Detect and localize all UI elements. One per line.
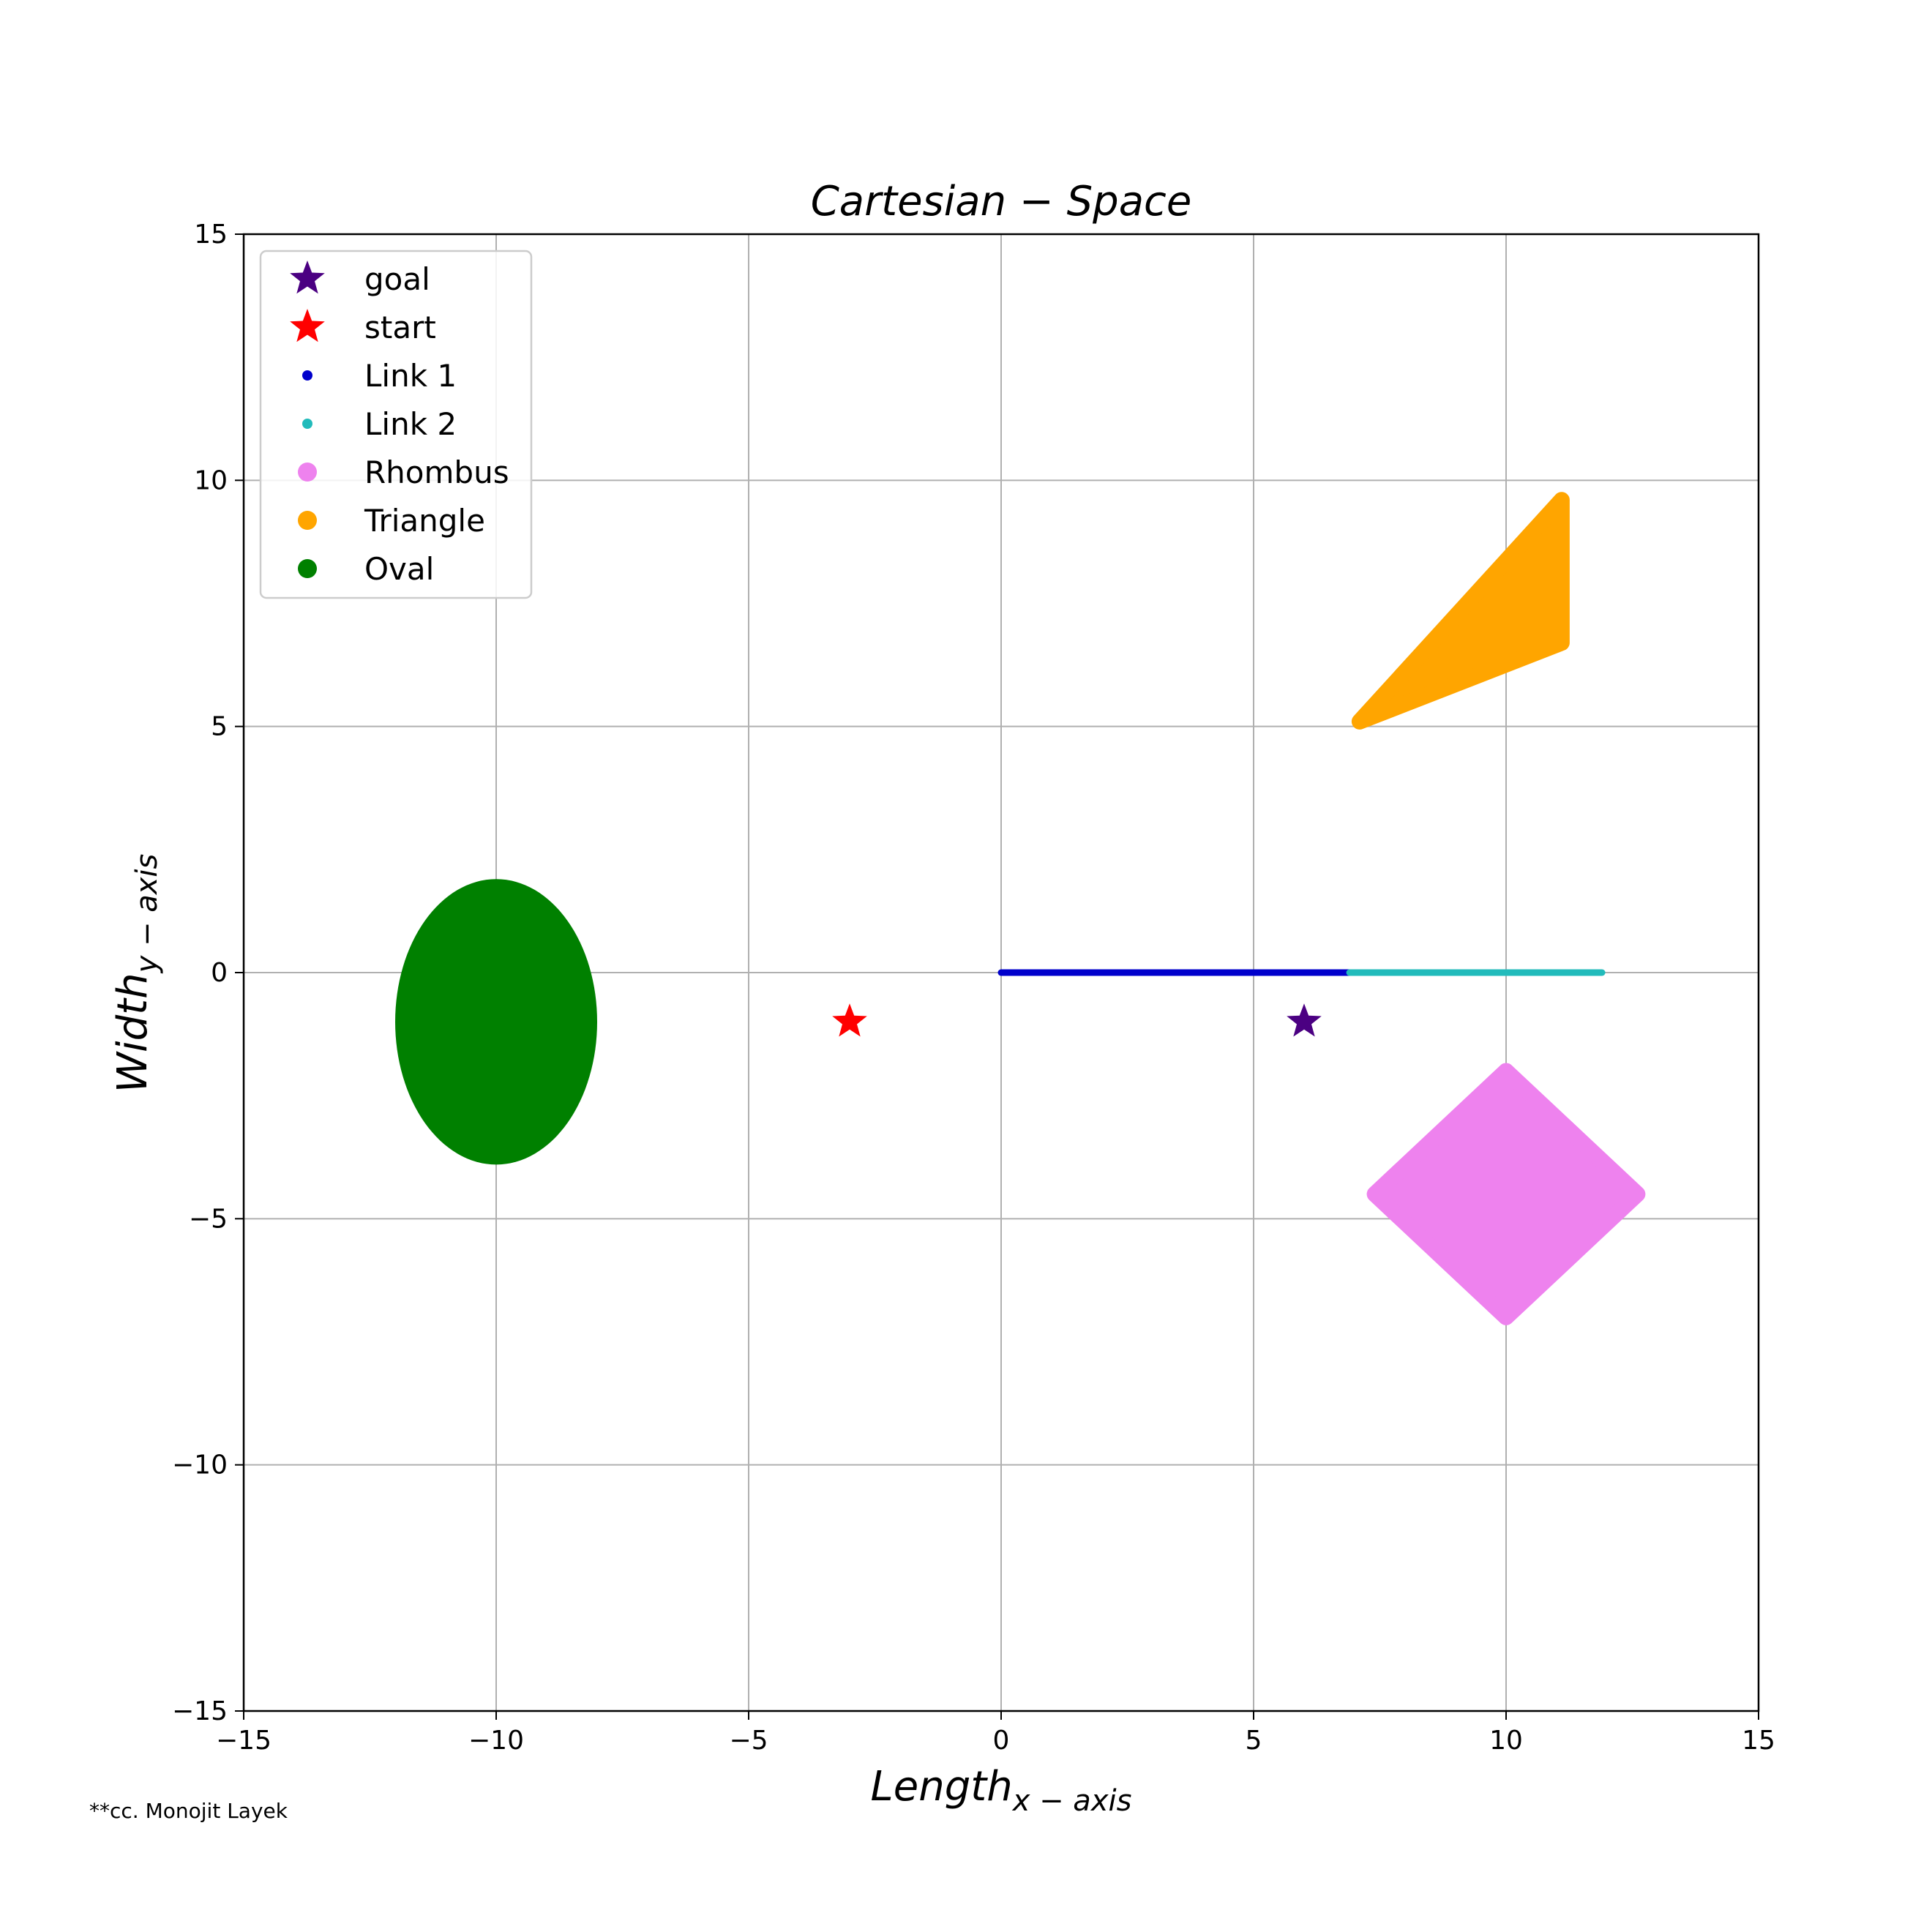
oval-shape — [395, 879, 597, 1165]
y-axis-title-sub: y − axis — [130, 854, 164, 974]
y-tick-label: −5 — [189, 1204, 228, 1234]
y-tick-label: 15 — [194, 220, 228, 250]
legend-label-goal: goal — [364, 261, 430, 297]
legend: goal start Link 1 Link 2 Rhombus Triangle Oval — [259, 250, 533, 599]
x-axis-title: Lengthx − axis — [871, 1763, 1132, 1818]
legend-label-oval: Oval — [364, 551, 434, 587]
legend-label-rhombus: Rhombus — [364, 454, 509, 490]
goal-marker — [1287, 1003, 1322, 1037]
x-tick-label: −10 — [468, 1726, 524, 1756]
legend-marker-oval — [298, 559, 317, 578]
x-axis-title-sub: x − axis — [1011, 1784, 1132, 1818]
triangle-shape — [1351, 492, 1570, 730]
x-tick-label: 0 — [993, 1726, 1010, 1756]
plot-data — [395, 492, 1646, 1325]
legend-label-start: start — [364, 310, 436, 345]
y-tick-label: 5 — [211, 712, 228, 742]
x-axis-title-main: Length — [871, 1763, 1013, 1811]
legend-marker-goal — [290, 261, 325, 294]
legend-label-triangle: Triangle — [364, 503, 485, 539]
chart-title: Cartesian − Space — [811, 178, 1192, 225]
legend-marker-rhombus — [298, 463, 317, 482]
x-tick-label: −15 — [216, 1726, 272, 1756]
y-tick-label: −15 — [172, 1696, 228, 1726]
x-tick-label: 10 — [1489, 1726, 1523, 1756]
legend-marker-link-1 — [302, 370, 312, 381]
tick-labels: −15 −10 −5 0 5 10 15 −15 −10 −5 0 5 10 15 — [172, 220, 1775, 1756]
y-tick-label: 0 — [211, 958, 228, 988]
legend-frame — [259, 250, 533, 599]
legend-label-link-1: Link 1 — [364, 358, 457, 394]
y-tick-label: 10 — [194, 465, 228, 495]
x-tick-label: −5 — [729, 1726, 768, 1756]
start-marker — [832, 1003, 867, 1037]
y-axis-title: Widthy − axis — [109, 854, 164, 1093]
y-axis-title-main: Width — [109, 973, 157, 1093]
legend-marker-triangle — [298, 511, 317, 530]
axes — [235, 233, 1760, 1720]
legend-marker-link-2 — [302, 419, 312, 429]
legend-marker-start — [290, 309, 325, 342]
rhombus-shape — [1366, 1063, 1646, 1325]
x-tick-label: 5 — [1246, 1726, 1262, 1756]
credit-text: **cc. Monojit Layek — [89, 1799, 288, 1823]
y-tick-label: −10 — [172, 1450, 228, 1480]
x-tick-label: 15 — [1742, 1726, 1775, 1756]
legend-label-link-2: Link 2 — [364, 406, 457, 442]
